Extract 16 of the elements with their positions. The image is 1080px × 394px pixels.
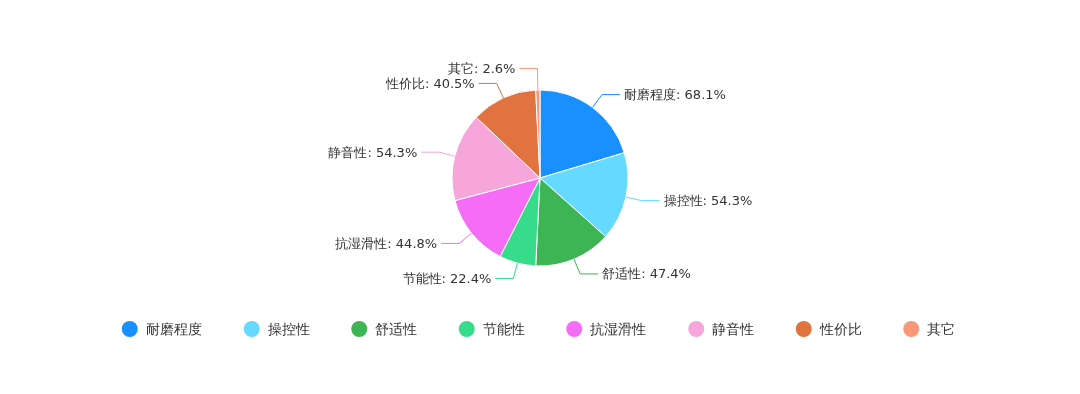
data-label: 静音性: 54.3% [328, 144, 418, 160]
data-label: 性价比: 40.5% [384, 75, 475, 91]
legend-label: 其它 [927, 320, 956, 337]
data-label: 耐磨程度: 68.1% [624, 87, 726, 103]
legend-label: 舒适性 [375, 320, 418, 337]
data-label: 操控性: 54.3% [663, 193, 753, 209]
data-label: 舒适性: 47.4% [602, 266, 691, 282]
legend-label: 节能性 [482, 320, 525, 337]
legend-label: 耐磨程度 [145, 320, 202, 337]
legend-label: 操控性 [267, 320, 310, 337]
data-label: 抗湿滑性: 44.8% [335, 235, 438, 251]
legend-label: 性价比 [818, 320, 862, 337]
data-label: 其它: 2.6% [447, 60, 516, 76]
legend-label: 静音性 [712, 320, 755, 337]
data-label: 节能性: 22.4% [402, 271, 492, 287]
legend-label: 抗湿滑性 [590, 320, 647, 337]
